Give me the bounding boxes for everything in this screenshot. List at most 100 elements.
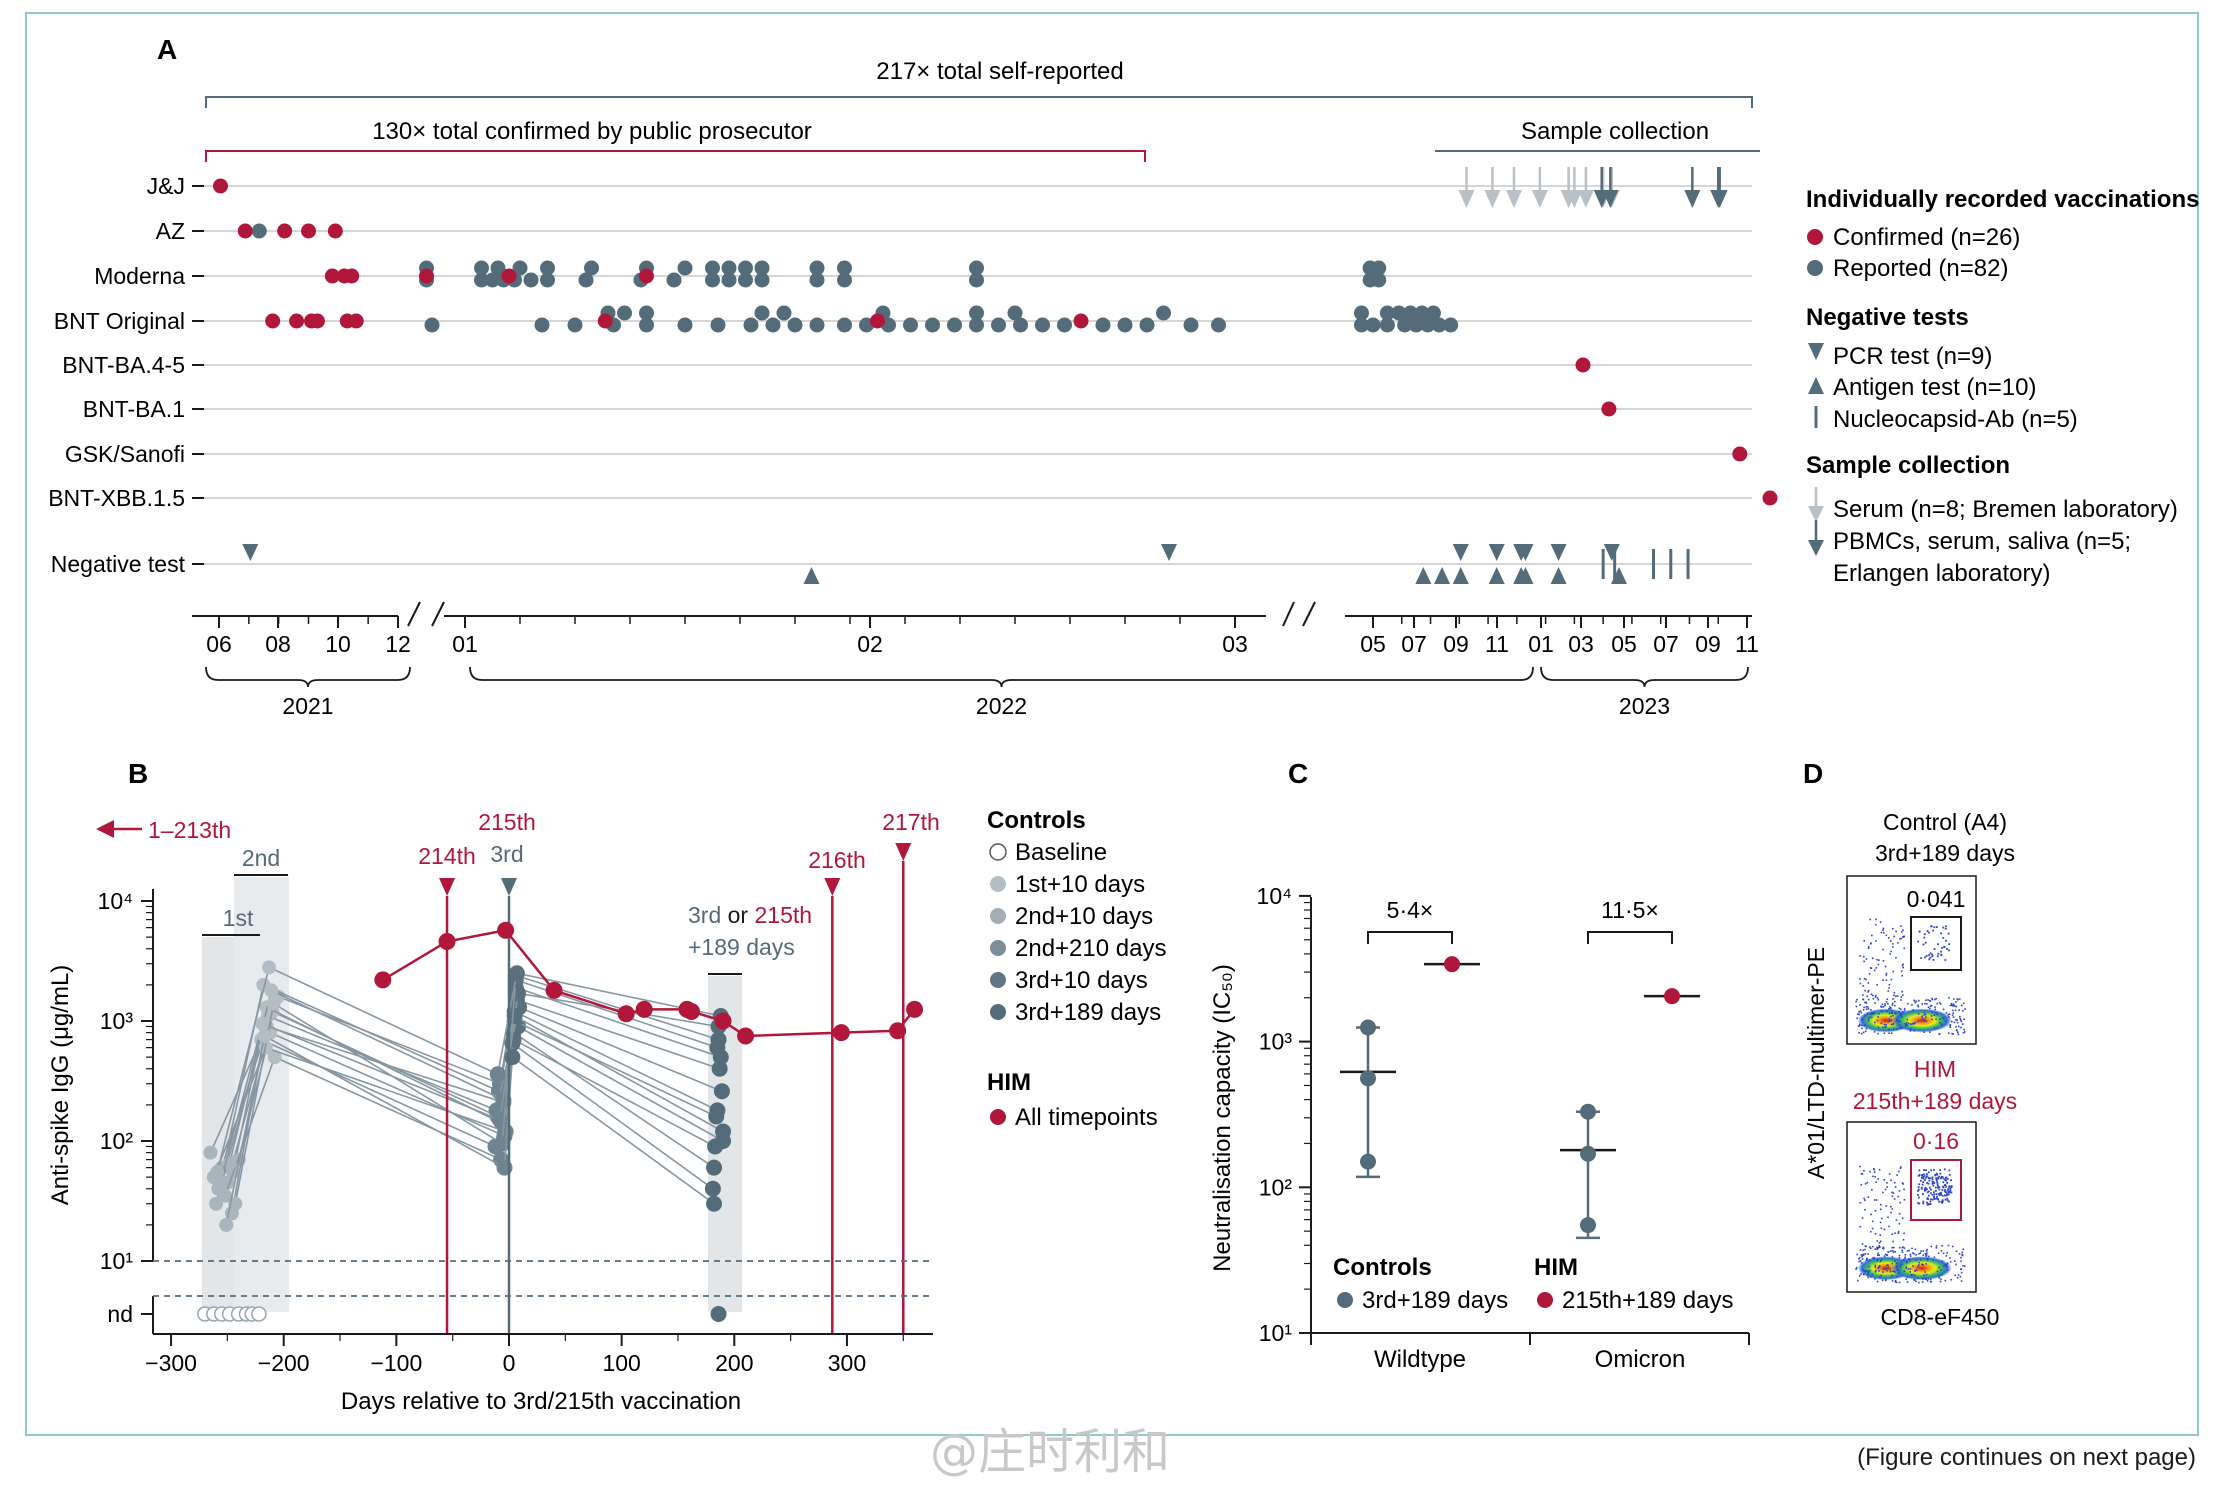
flow-gated-event — [1940, 954, 1943, 957]
flow-gated-event — [1930, 1198, 1932, 1201]
reported-point — [1397, 317, 1413, 333]
self-reported-bracket — [205, 96, 1753, 108]
flow-event — [1882, 932, 1885, 934]
flow-event — [1859, 982, 1862, 985]
flow-event — [1879, 1221, 1882, 1224]
flow-event — [1873, 1257, 1876, 1260]
legend-control-dot — [990, 876, 1006, 892]
flow-event — [1882, 1268, 1885, 1270]
flow-event — [1958, 1009, 1960, 1011]
flow-event — [1864, 1030, 1867, 1033]
flow-gated-event — [1946, 948, 1948, 950]
panel-b-axes: 10¹ 10² 10³ 10⁴ nd −300 −200 −100 0 100 200 300 Days… — [47, 888, 933, 1415]
flow-event — [1909, 1253, 1912, 1256]
c-category-label: Wildtype — [1374, 1346, 1466, 1373]
flow-event — [1862, 1253, 1865, 1256]
continues-note: (Figure continues on next page) — [1857, 1444, 2196, 1471]
flow-event — [1860, 1173, 1863, 1175]
flow-event — [1867, 1276, 1869, 1279]
flow-event — [1882, 1247, 1884, 1250]
flow-event — [1867, 982, 1870, 984]
flow-event — [1957, 1025, 1960, 1028]
flow-event — [1901, 1249, 1903, 1252]
flow-gated-event — [1946, 1194, 1949, 1196]
flow-event — [1874, 1248, 1877, 1250]
earlier-vax-arrow-head — [96, 820, 114, 838]
year-bracket — [469, 666, 1534, 688]
b-x-tick-label: −300 — [145, 1350, 197, 1376]
flow-gated-event — [1936, 1195, 1938, 1198]
flow-gated-event — [1928, 954, 1930, 956]
flow-event — [1875, 1269, 1877, 1272]
flow-event — [1895, 1219, 1898, 1221]
flow-event — [1883, 1023, 1886, 1026]
flow-event — [1901, 994, 1904, 996]
flow-event — [1867, 1006, 1869, 1008]
flow-event — [1890, 950, 1892, 953]
flow-gated-event — [1936, 1173, 1939, 1176]
flow-event — [1949, 1261, 1952, 1263]
flow-event — [1859, 1201, 1862, 1204]
panel-d: D Control (A4) 3rd+189 days 0·041 HIM 21… — [1803, 758, 2017, 1330]
legend-samp-title: Sample collection — [1806, 452, 2010, 479]
flow-gated-event — [1917, 1186, 1920, 1189]
flow-event — [1858, 1032, 1860, 1034]
flow-event — [1950, 1002, 1953, 1005]
flow-event — [1962, 1248, 1965, 1251]
time-tick-label: 03 — [1222, 631, 1248, 657]
flow-gated-event — [1927, 1198, 1930, 1200]
flow-event — [1867, 990, 1869, 993]
flow-event — [1963, 1018, 1965, 1021]
flow-gated-event — [1931, 955, 1934, 958]
reported-point — [1095, 317, 1111, 333]
flow-event — [1864, 1253, 1867, 1255]
time-tick-label: 06 — [206, 631, 232, 657]
flow-event — [1924, 1271, 1926, 1273]
flow-gated-event — [1947, 932, 1950, 935]
flow-event — [1961, 1254, 1964, 1257]
confirmed-point — [501, 268, 517, 284]
flow-event — [1914, 1270, 1917, 1272]
flow-event — [1926, 1248, 1928, 1251]
flow-event — [1924, 1278, 1927, 1280]
antigen-test-marker — [803, 567, 820, 584]
flow-event — [1955, 1025, 1957, 1028]
flow-gated-event — [1931, 1182, 1934, 1185]
row-label: BNT-BA.4-5 — [62, 352, 185, 378]
reported-point — [567, 317, 583, 333]
flow-event — [1902, 1246, 1904, 1248]
flow-event — [1882, 929, 1884, 931]
flow-event — [1905, 1021, 1908, 1024]
flow-event — [1872, 994, 1874, 997]
flow-event — [1923, 1014, 1926, 1016]
flow-gated-event — [1935, 1197, 1938, 1200]
flow-gated-event — [1932, 929, 1935, 932]
flow-gated-event — [1949, 1187, 1952, 1190]
flow-event — [1870, 1016, 1873, 1019]
flow-event — [1902, 963, 1904, 966]
flow-event — [1886, 998, 1889, 1001]
c-category-label: Omicron — [1595, 1346, 1686, 1373]
him-point — [635, 1000, 653, 1018]
reported-point — [1414, 305, 1430, 321]
flow-gated-event — [1944, 959, 1947, 961]
c-fold-label: 11·5× — [1601, 897, 1659, 923]
flow-event — [1963, 1028, 1966, 1031]
flow-gated-event — [1928, 958, 1931, 961]
flow-event — [1894, 1271, 1896, 1273]
him-point — [832, 1024, 850, 1042]
flow-event — [1911, 1252, 1914, 1254]
flow-event — [1940, 1278, 1942, 1281]
flow-gated-event — [1946, 1181, 1949, 1184]
flow-event — [1925, 1254, 1928, 1257]
flow-gated-event — [1937, 1198, 1939, 1201]
flow-event — [1873, 1171, 1876, 1173]
flow-event — [1868, 1018, 1870, 1020]
reported-point — [534, 317, 550, 333]
flow-event — [1917, 1266, 1919, 1268]
flow-gated-event — [1924, 941, 1927, 944]
flow-gated-event — [1941, 946, 1944, 949]
flow-event — [1888, 1028, 1891, 1031]
flow-event — [1864, 1248, 1866, 1251]
flow-event — [1899, 1008, 1902, 1011]
